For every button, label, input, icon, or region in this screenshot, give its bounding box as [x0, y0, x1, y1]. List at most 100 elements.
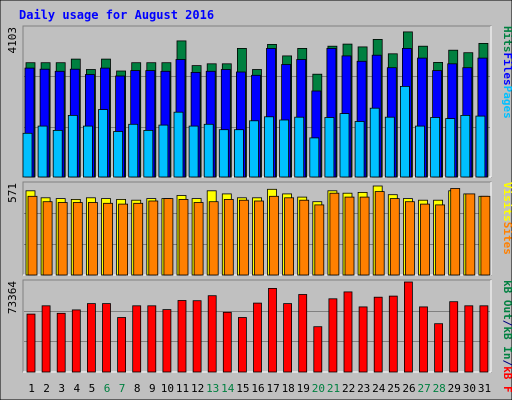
- bar: [354, 121, 365, 178]
- bar: [388, 295, 398, 373]
- legend-item: kB Out: [501, 280, 512, 320]
- bar: [88, 202, 98, 276]
- bar: [329, 192, 340, 276]
- series-pages: [22, 86, 486, 178]
- bar: [314, 204, 325, 276]
- bar: [148, 200, 159, 276]
- x-tick-label: 17: [266, 382, 279, 395]
- bar: [102, 303, 111, 373]
- bar: [374, 191, 385, 276]
- legend-item: Sites: [501, 222, 512, 255]
- axis-max-label: 4103: [6, 27, 19, 54]
- bar: [415, 125, 425, 178]
- bar: [57, 202, 68, 276]
- bar: [113, 131, 123, 178]
- x-tick-label: 30: [463, 382, 476, 395]
- bar: [56, 312, 66, 373]
- x-tick-label: 26: [402, 382, 415, 395]
- bar: [22, 132, 33, 178]
- x-tick-label: 19: [297, 382, 310, 395]
- x-tick-label: 13: [206, 382, 219, 395]
- x-tick-label: 22: [342, 382, 355, 395]
- bar: [479, 305, 489, 373]
- panel-legend: kB Out/kB In/kB F: [501, 280, 512, 393]
- bar: [309, 137, 320, 178]
- bar: [27, 195, 38, 276]
- bar: [420, 203, 430, 276]
- x-tick-label: 12: [191, 382, 204, 395]
- panel-legend: VisitsSites: [501, 182, 512, 255]
- bar: [450, 188, 461, 276]
- bar: [269, 195, 279, 276]
- bar: [42, 201, 53, 276]
- bar: [435, 204, 446, 276]
- bar: [445, 118, 456, 178]
- legend-item: /: [501, 320, 512, 327]
- x-tick-label: 16: [251, 382, 264, 395]
- bar: [147, 305, 157, 373]
- bar: [41, 305, 51, 373]
- bar: [328, 298, 338, 373]
- bar: [344, 196, 355, 276]
- bar: [464, 305, 474, 373]
- bar: [449, 301, 459, 373]
- bar: [313, 326, 323, 373]
- bar: [223, 198, 234, 276]
- bar: [133, 202, 144, 276]
- x-tick-label: 21: [327, 382, 340, 395]
- x-tick-label: 31: [478, 382, 491, 395]
- bar: [52, 129, 63, 178]
- legend-item: Files: [501, 53, 512, 86]
- bar: [87, 303, 96, 373]
- bar: [465, 193, 476, 276]
- bar: [253, 302, 262, 373]
- bar: [177, 300, 187, 373]
- bar: [218, 129, 229, 178]
- legend-item: Pages: [501, 86, 512, 119]
- x-tick-label: 23: [357, 382, 370, 395]
- bar: [188, 125, 199, 178]
- x-tick-label: 3: [58, 382, 65, 395]
- legend-item: kB F: [501, 366, 512, 393]
- x-tick-label: 6: [104, 382, 111, 395]
- bar: [268, 287, 277, 373]
- bar: [475, 115, 486, 178]
- bar: [128, 123, 139, 178]
- x-tick-label: 27: [417, 382, 430, 395]
- bar: [298, 294, 308, 373]
- bar: [192, 300, 202, 373]
- bar: [264, 116, 274, 178]
- axis-max-label: 571: [6, 183, 19, 203]
- bar: [222, 311, 232, 373]
- x-tick-label: 10: [161, 382, 174, 395]
- bar: [254, 200, 264, 276]
- x-tick-label: 25: [387, 382, 400, 395]
- bar: [178, 198, 189, 276]
- x-tick-label: 4: [73, 382, 80, 395]
- bar: [237, 317, 247, 373]
- bar: [339, 113, 350, 178]
- x-tick-label: 7: [119, 382, 126, 395]
- panel-hits-files-pages: 4103 HitsFilesPages: [6, 25, 512, 178]
- x-tick-label: 5: [89, 382, 96, 395]
- bar: [117, 317, 126, 373]
- bar: [480, 195, 491, 276]
- bar: [419, 306, 428, 373]
- x-tick-label: 20: [312, 382, 325, 395]
- bar: [343, 291, 353, 373]
- bar: [163, 198, 174, 276]
- x-tick-label: 14: [221, 382, 235, 395]
- legend-item: /: [501, 360, 512, 367]
- bar: [238, 199, 249, 276]
- chart-title: Daily usage for August 2016: [19, 8, 214, 22]
- bar: [294, 116, 305, 178]
- bar: [369, 107, 380, 178]
- x-tick-label: 11: [176, 382, 189, 395]
- bar: [83, 125, 93, 178]
- bar: [399, 86, 410, 178]
- x-tick-label: 2: [43, 382, 50, 395]
- bar: [162, 309, 172, 373]
- x-tick-label: 29: [448, 382, 461, 395]
